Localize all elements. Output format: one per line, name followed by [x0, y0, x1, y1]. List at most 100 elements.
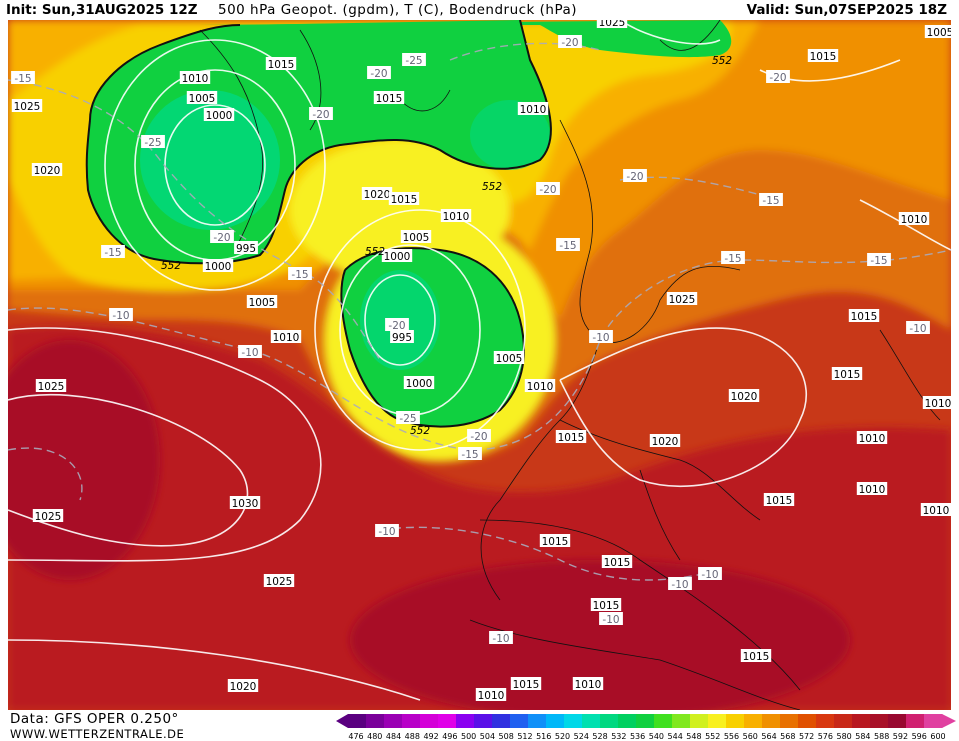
temperature-label-text: -10: [701, 569, 718, 581]
pressure-label-box: [381, 249, 413, 262]
pressure-label-text: 1010: [182, 73, 209, 85]
temperature-label-text: -20: [561, 37, 578, 49]
geopot-label: 552: [482, 181, 502, 193]
legend-tick-label: 500: [461, 732, 476, 741]
map-canvas: 1025102010101005100099510001005101010151…: [8, 20, 951, 710]
pressure-label-box: [203, 108, 235, 121]
temperature-label-text: -10: [671, 579, 688, 591]
legend-swatch: [798, 714, 817, 728]
pressure-label-text: 1015: [604, 557, 631, 569]
pressure-label-text: 1015: [834, 369, 861, 381]
pressure-label: 1020: [728, 389, 760, 403]
legend-tick-label: 580: [836, 732, 851, 741]
pressure-label-text: 1015: [268, 59, 295, 71]
legend-swatch: [528, 714, 547, 728]
legend-tick-label: 572: [799, 732, 814, 741]
pressure-label: 1015: [510, 677, 542, 691]
pressure-label-box: [763, 493, 795, 506]
temperature-label-box: [623, 169, 647, 182]
legend-swatch: [672, 714, 691, 728]
temperature-label: -10: [698, 567, 722, 581]
temperature-label: -25: [396, 411, 420, 425]
pressure-label: 1000: [203, 108, 235, 122]
pressure-label-text: 1020: [34, 165, 61, 177]
temperature-label-text: -20: [539, 184, 556, 196]
pressure-label-box: [32, 509, 64, 522]
temperature-label-box: [385, 318, 409, 331]
pressure-label-box: [400, 230, 432, 243]
pressure-label-text: 995: [236, 243, 256, 255]
legend-swatch: [654, 714, 673, 728]
temperature-label: -10: [489, 631, 513, 645]
contour-552: [85, 20, 552, 428]
legend-swatch: [906, 714, 925, 728]
pressure-label-text: 1010: [443, 211, 470, 223]
pressure-label: 1010: [270, 330, 302, 344]
pressure-label-text: 1020: [364, 189, 391, 201]
pressure-label: 1010: [856, 482, 888, 496]
pressure-label-box: [263, 574, 295, 587]
temperature-label-text: -25: [405, 55, 422, 67]
legend-swatch: [384, 714, 403, 728]
pressure-label: 1020: [227, 679, 259, 693]
legend-tick-label: 560: [743, 732, 758, 741]
temperature-label-text: -15: [724, 253, 741, 265]
pressure-label: 1005: [924, 25, 951, 39]
pressure-label-text: 1010: [859, 484, 886, 496]
pressure-label-text: 1030: [232, 498, 259, 510]
legend-swatch: [744, 714, 763, 728]
legend-scale: 476 480 484 488 492 496 500 504 508 512 516 520 524 5…: [336, 714, 956, 741]
temperature-label: -20: [623, 169, 647, 183]
temperature-label-box: [867, 253, 891, 266]
pressure-label-box: [856, 482, 888, 495]
geopot-label-text: 552: [482, 181, 502, 193]
pressure-label: 1015: [848, 309, 880, 323]
pressure-label-box: [601, 555, 633, 568]
pressure-label-text: 1010: [478, 690, 505, 702]
pressure-label-box: [388, 192, 420, 205]
pressure-label-text: 1020: [731, 391, 758, 403]
pressure-label-text: 1005: [249, 297, 276, 309]
temperature-label-box: [558, 35, 582, 48]
legend-swatch: [510, 714, 529, 728]
pressure-label-box: [440, 209, 472, 222]
temperature-label-box: [238, 345, 262, 358]
legend-left-arrow: [336, 714, 348, 728]
temperature-label-text: -20: [388, 320, 405, 332]
temperature-label-text: -10: [602, 614, 619, 626]
valid-time: Valid: Sun,07SEP2025 18Z: [746, 2, 947, 18]
pressure-label: 1010: [920, 503, 951, 517]
temperature-label-text: -15: [14, 73, 31, 85]
temperature-label: -15: [288, 267, 312, 281]
legend-swatch: [564, 714, 583, 728]
pressure-label-text: 1015: [513, 679, 540, 691]
legend-tick-label: 588: [874, 732, 889, 741]
geopot-label-text: 552: [410, 425, 430, 437]
pressure-label-box: [572, 677, 604, 690]
temperature-label-box: [396, 411, 420, 424]
temperature-label: -20: [558, 35, 582, 49]
map-header: Init: Sun,31AUG2025 12Z 500 hPa Geopot. …: [0, 0, 959, 20]
pressure-label-box: [920, 503, 951, 516]
pressure-label: 1025: [35, 379, 67, 393]
legend-right-arrow: [942, 714, 956, 728]
pressure-label-text: 1015: [766, 495, 793, 507]
legend-swatch: [852, 714, 871, 728]
map-label-layer: 1025102010101005100099510001005101010151…: [11, 20, 951, 702]
legend-swatch: [816, 714, 835, 728]
pressure-label-box: [524, 379, 556, 392]
temperature-label-box: [599, 612, 623, 625]
pressure-label-text: 1015: [558, 432, 585, 444]
geopot-label-text: 552: [712, 55, 732, 67]
pressure-label-text: 1025: [38, 381, 65, 393]
pressure-label-box: [229, 496, 261, 509]
temperature-label: -25: [141, 135, 165, 149]
temperature-label-text: -15: [291, 269, 308, 281]
pressure-label: 1025: [11, 99, 43, 113]
pressure-label: 1000: [202, 259, 234, 273]
pressure-label-text: 1000: [206, 110, 233, 122]
pressure-label: 1020: [31, 163, 63, 177]
legend-tick-label: 520: [555, 732, 570, 741]
pressure-label: 1010: [517, 102, 549, 116]
temperature-label: -15: [101, 245, 125, 259]
